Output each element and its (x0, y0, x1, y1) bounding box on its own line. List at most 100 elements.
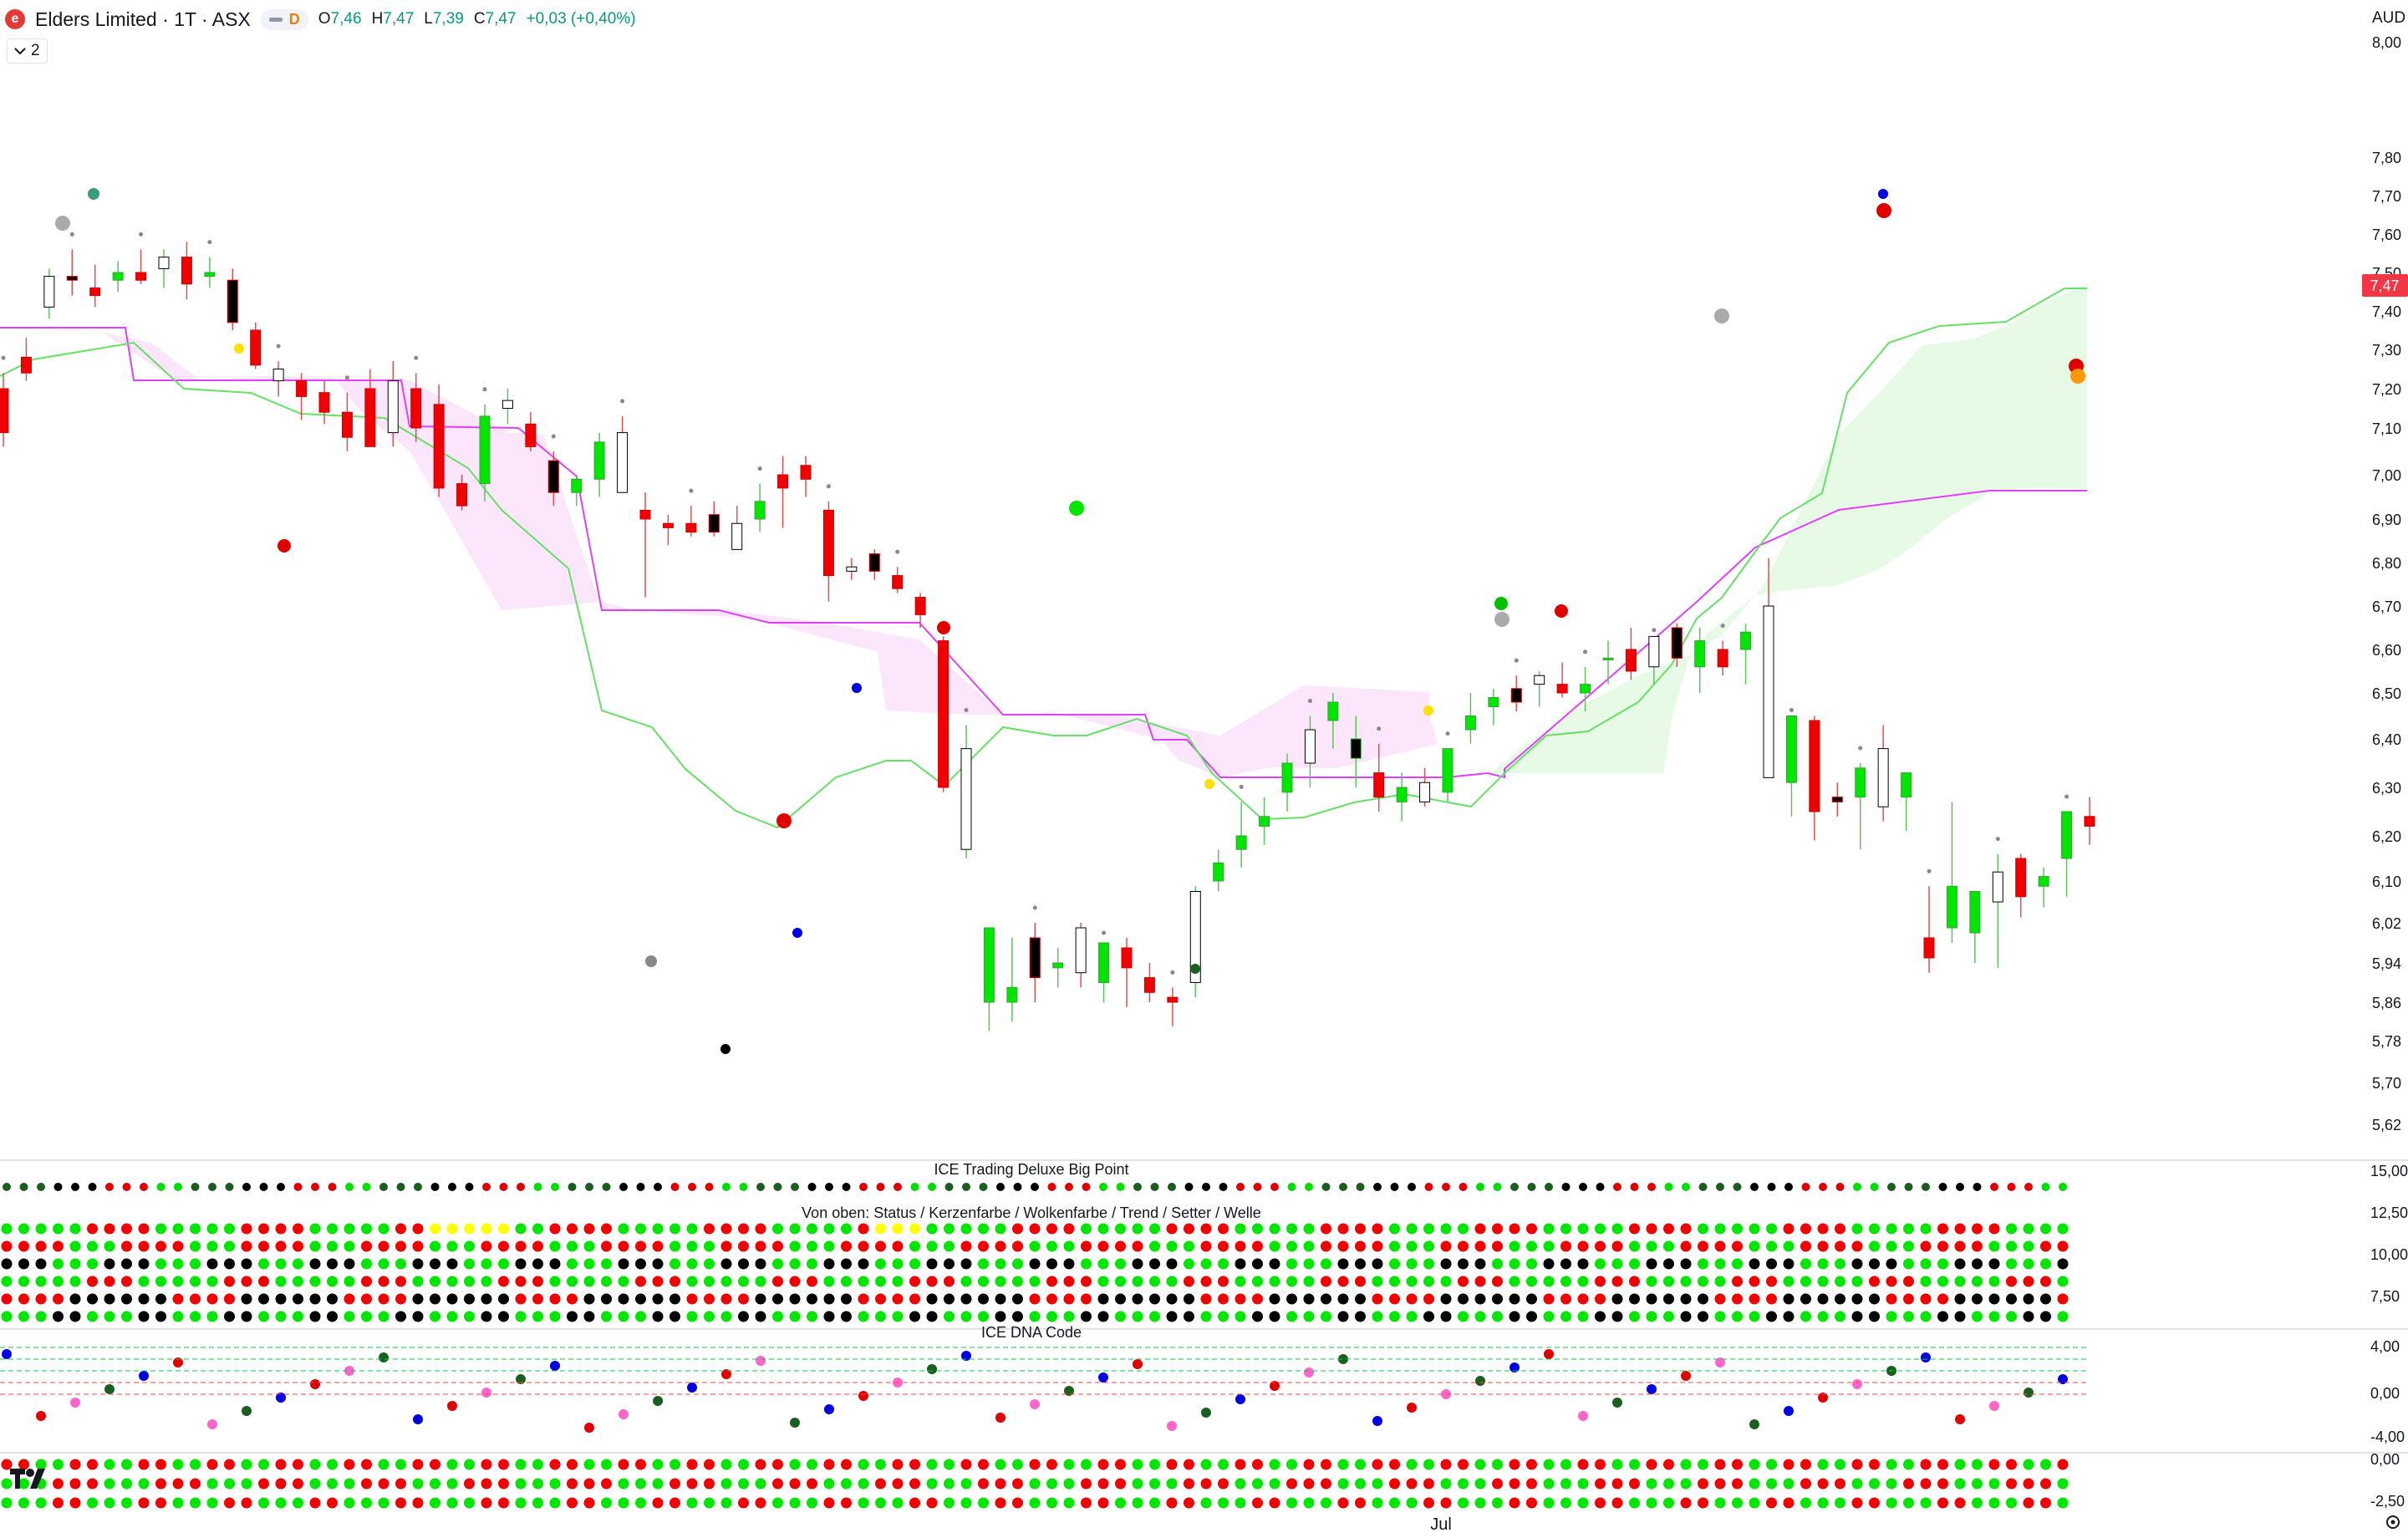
candle[interactable] (571, 475, 583, 507)
candle[interactable] (501, 389, 513, 425)
candle[interactable] (1809, 716, 1820, 841)
candle[interactable] (800, 456, 812, 497)
candle[interactable] (1992, 853, 2003, 968)
candle[interactable] (1143, 963, 1155, 1002)
candle[interactable] (296, 373, 308, 420)
tradingview-logo-icon[interactable] (8, 1466, 50, 1493)
candle[interactable] (433, 384, 445, 497)
candle[interactable] (112, 261, 124, 292)
candle[interactable] (1350, 716, 1362, 788)
candle[interactable] (204, 257, 216, 288)
candle[interactable] (227, 268, 238, 330)
candle[interactable] (20, 338, 32, 381)
candle[interactable] (2015, 853, 2027, 918)
symbol-title[interactable]: Elders Limited · 1T · ASX (35, 8, 251, 30)
candle[interactable] (1419, 767, 1431, 807)
candle[interactable] (1510, 675, 1522, 711)
candle[interactable] (1740, 623, 1752, 685)
candle[interactable] (2038, 867, 2049, 908)
candle[interactable] (387, 361, 399, 447)
candle[interactable] (731, 506, 743, 550)
candle[interactable] (938, 636, 949, 792)
candle[interactable] (1831, 782, 1843, 817)
candle[interactable] (135, 249, 147, 284)
candle[interactable] (983, 927, 995, 1031)
candle[interactable] (892, 567, 904, 593)
candle[interactable] (410, 373, 422, 442)
candle[interactable] (914, 593, 926, 628)
candle[interactable] (685, 506, 697, 537)
candle[interactable] (0, 373, 9, 447)
candle[interactable] (1029, 923, 1041, 1002)
candle[interactable] (341, 392, 353, 451)
candle[interactable] (1785, 716, 1797, 817)
currency-label[interactable]: AUD (2372, 9, 2406, 27)
settings-gear-icon[interactable] (2384, 1513, 2402, 1531)
candle[interactable] (846, 558, 858, 580)
candle[interactable] (1396, 772, 1408, 822)
candle[interactable] (593, 432, 605, 497)
candle[interactable] (1121, 938, 1133, 1007)
candle[interactable] (158, 249, 170, 288)
candle[interactable] (639, 492, 651, 598)
candle[interactable] (1923, 886, 1935, 973)
candle[interactable] (1877, 725, 1889, 822)
candle[interactable] (1006, 938, 1018, 1021)
candle[interactable] (547, 451, 559, 507)
candle[interactable] (43, 268, 55, 319)
candle[interactable] (1098, 942, 1110, 1002)
candle[interactable] (181, 242, 192, 300)
candle[interactable] (1235, 802, 1247, 868)
candle[interactable] (708, 501, 720, 537)
candle[interactable] (1281, 753, 1293, 812)
candle[interactable] (1464, 693, 1476, 744)
interval-badge[interactable]: D (260, 8, 308, 30)
candle[interactable] (1648, 635, 1660, 685)
candle[interactable] (272, 361, 284, 397)
candle[interactable] (250, 322, 262, 369)
candle[interactable] (754, 483, 766, 532)
candle[interactable] (1602, 640, 1614, 685)
candle[interactable] (1556, 662, 1568, 698)
candle[interactable] (1259, 797, 1270, 845)
candle[interactable] (1625, 628, 1637, 680)
candle[interactable] (525, 412, 537, 451)
symbol-legend[interactable]: e Elders Limited · 1T · ASX D O7,46 H7,4… (5, 7, 636, 32)
candle[interactable] (1534, 671, 1545, 707)
candle[interactable] (2084, 797, 2095, 845)
candle[interactable] (1901, 772, 1912, 832)
candle[interactable] (1671, 623, 1683, 667)
candle[interactable] (1488, 688, 1499, 726)
candle[interactable] (1167, 987, 1179, 1026)
candle[interactable] (1075, 923, 1087, 988)
candle[interactable] (1946, 802, 1957, 943)
candle[interactable] (617, 415, 629, 493)
candle[interactable] (1763, 558, 1774, 778)
candle[interactable] (1855, 763, 1866, 850)
candle[interactable] (1717, 640, 1728, 676)
candle[interactable] (1373, 743, 1385, 812)
candle[interactable] (1442, 748, 1453, 802)
candle[interactable] (777, 456, 789, 528)
candle[interactable] (364, 369, 376, 447)
candle[interactable] (456, 475, 468, 511)
indicators-toggle-button[interactable]: 2 (7, 38, 48, 64)
candle[interactable] (1694, 628, 1706, 693)
candle[interactable] (822, 501, 834, 602)
candle[interactable] (1580, 666, 1591, 711)
candle[interactable] (1304, 716, 1316, 788)
candle[interactable] (1969, 891, 1981, 964)
candle[interactable] (1189, 886, 1201, 998)
candle[interactable] (318, 380, 330, 425)
candle[interactable] (1327, 693, 1339, 749)
candle[interactable] (1052, 948, 1064, 988)
candle[interactable] (662, 514, 674, 546)
candle[interactable] (1213, 849, 1224, 892)
candle[interactable] (66, 249, 78, 296)
candle[interactable] (868, 549, 880, 580)
candle[interactable] (89, 264, 101, 308)
candle[interactable] (960, 725, 972, 859)
candle[interactable] (479, 404, 491, 502)
candle[interactable] (2061, 811, 2073, 897)
